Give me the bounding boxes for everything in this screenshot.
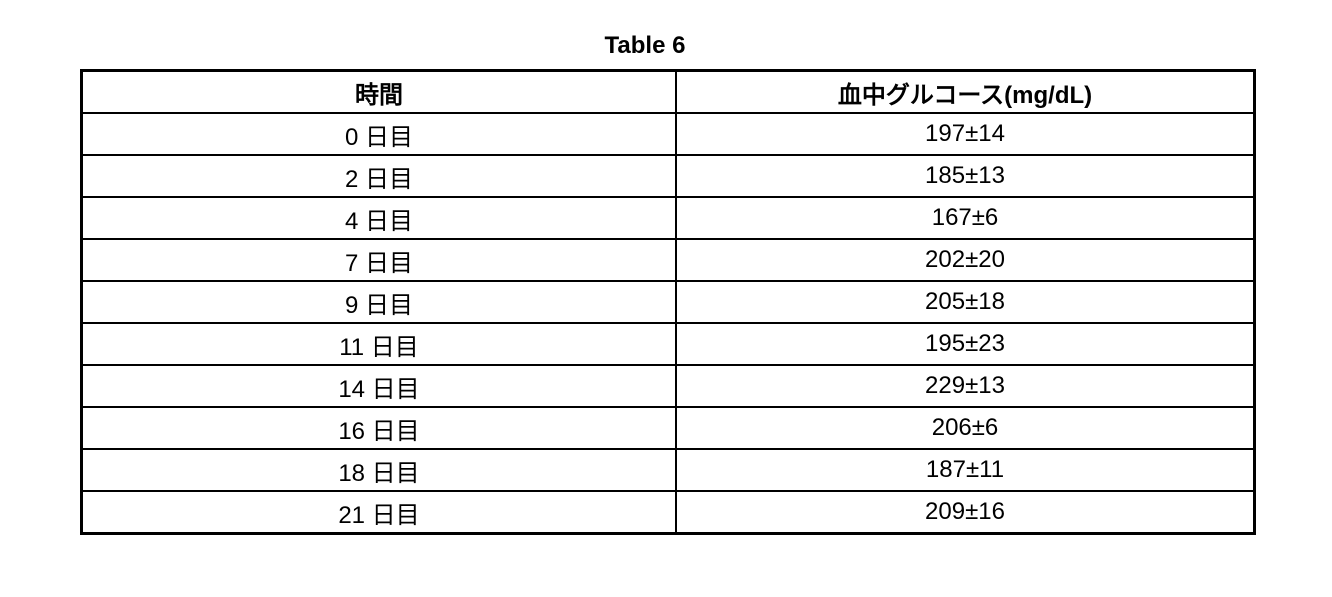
cell-blood-glucose: 197±14 xyxy=(676,113,1255,155)
data-table: 時間 血中グルコース(mg/dL) 0 日目197±142 日目185±134 … xyxy=(80,69,1256,535)
table-row: 16 日目206±6 xyxy=(82,407,1255,449)
cell-time: 7 日目 xyxy=(82,239,677,281)
cell-time: 14 日目 xyxy=(82,365,677,407)
cell-blood-glucose: 229±13 xyxy=(676,365,1255,407)
cell-blood-glucose: 206±6 xyxy=(676,407,1255,449)
header-row: 時間 血中グルコース(mg/dL) xyxy=(82,71,1255,114)
cell-blood-glucose: 167±6 xyxy=(676,197,1255,239)
table-row: 2 日目185±13 xyxy=(82,155,1255,197)
cell-time: 9 日目 xyxy=(82,281,677,323)
cell-blood-glucose: 187±11 xyxy=(676,449,1255,491)
table-row: 0 日目197±14 xyxy=(82,113,1255,155)
cell-blood-glucose: 205±18 xyxy=(676,281,1255,323)
cell-time: 2 日目 xyxy=(82,155,677,197)
table-row: 18 日目187±11 xyxy=(82,449,1255,491)
cell-time: 16 日目 xyxy=(82,407,677,449)
table-row: 9 日目205±18 xyxy=(82,281,1255,323)
table-row: 11 日目195±23 xyxy=(82,323,1255,365)
header-time: 時間 xyxy=(82,71,677,114)
cell-time: 4 日目 xyxy=(82,197,677,239)
table-title: Table 6 xyxy=(0,32,1290,60)
cell-time: 11 日目 xyxy=(82,323,677,365)
table-row: 4 日目167±6 xyxy=(82,197,1255,239)
cell-blood-glucose: 185±13 xyxy=(676,155,1255,197)
cell-time: 0 日目 xyxy=(82,113,677,155)
table-row: 7 日目202±20 xyxy=(82,239,1255,281)
table-row: 21 日目209±16 xyxy=(82,491,1255,534)
cell-time: 18 日目 xyxy=(82,449,677,491)
table-row: 14 日目229±13 xyxy=(82,365,1255,407)
cell-blood-glucose: 195±23 xyxy=(676,323,1255,365)
cell-blood-glucose: 209±16 xyxy=(676,491,1255,534)
header-blood-glucose: 血中グルコース(mg/dL) xyxy=(676,71,1255,114)
cell-time: 21 日目 xyxy=(82,491,677,534)
cell-blood-glucose: 202±20 xyxy=(676,239,1255,281)
